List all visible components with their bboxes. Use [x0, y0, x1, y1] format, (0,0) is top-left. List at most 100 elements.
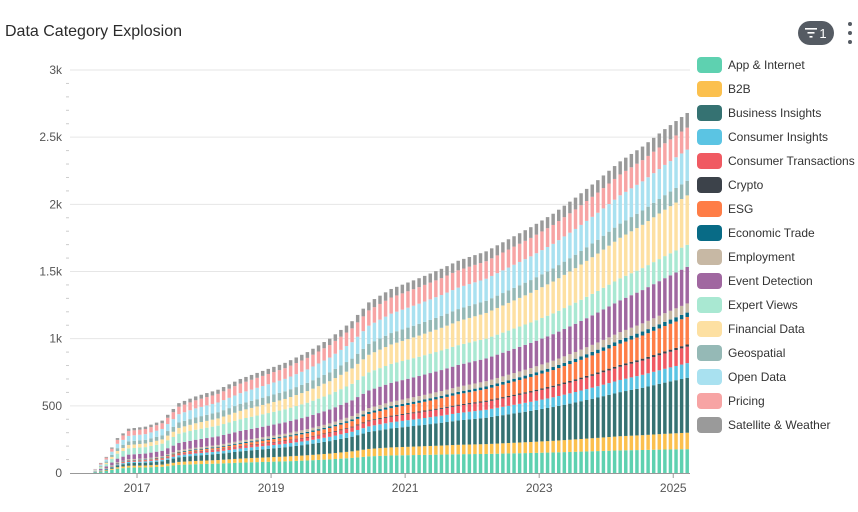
- bar-segment: [579, 349, 583, 357]
- bar-segment: [283, 433, 287, 437]
- legend-item[interactable]: Crypto: [697, 173, 855, 197]
- chart-legend: App & Internet B2B Business Insights Consum…: [697, 53, 855, 437]
- bar-segment: [663, 143, 667, 165]
- bar-segment: [495, 255, 500, 274]
- bar-segment: [283, 409, 287, 423]
- bar-segment: [350, 457, 354, 473]
- more-options-icon[interactable]: [845, 22, 855, 44]
- bar-segment: [272, 424, 276, 436]
- bar-segment: [573, 197, 578, 210]
- bar-segment: [439, 445, 444, 455]
- bar-segment: [350, 342, 354, 359]
- bar-segment: [439, 315, 444, 328]
- bar-segment: [596, 386, 600, 398]
- bar-segment: [115, 458, 120, 463]
- bar-segment: [568, 213, 572, 233]
- bar-segment: [428, 398, 433, 401]
- legend-item[interactable]: Consumer Insights: [697, 125, 855, 149]
- bar-segment: [389, 401, 393, 407]
- legend-item[interactable]: B2B: [697, 77, 855, 101]
- bar-segment: [456, 405, 460, 414]
- bar-segment: [154, 444, 159, 452]
- bar-segment: [663, 164, 667, 196]
- bar-segment: [411, 397, 416, 402]
- bar-segment: [233, 462, 237, 473]
- legend-item[interactable]: Geospatial: [697, 341, 855, 365]
- bar-segment: [568, 380, 572, 383]
- bar-segment: [579, 356, 583, 360]
- legend-item[interactable]: Satellite & Weather: [697, 413, 855, 437]
- bar-segment: [98, 467, 103, 469]
- bar-segment: [110, 469, 114, 473]
- bar-segment: [456, 287, 460, 310]
- bar-segment: [679, 364, 684, 379]
- bar-segment: [166, 431, 170, 436]
- bar-segment: [132, 430, 136, 436]
- bar-segment: [540, 287, 544, 318]
- legend-label: App & Internet: [728, 58, 805, 72]
- bar-segment: [467, 317, 472, 343]
- legend-item[interactable]: ESG: [697, 197, 855, 221]
- legend-item[interactable]: Pricing: [697, 389, 855, 413]
- bar-segment: [545, 387, 550, 389]
- bar-segment: [205, 405, 209, 415]
- bar-segment: [523, 378, 527, 393]
- legend-item[interactable]: Employment: [697, 245, 855, 269]
- legend-item[interactable]: Economic Trade: [697, 221, 855, 245]
- bar-segment: [607, 450, 611, 473]
- bar-segment: [434, 408, 438, 410]
- bar-segment: [171, 412, 176, 420]
- bar-segment: [612, 227, 617, 242]
- legend-item[interactable]: Open Data: [697, 365, 855, 389]
- bar-segment: [350, 451, 354, 458]
- bar-segment: [322, 434, 326, 438]
- legend-item[interactable]: Event Detection: [697, 269, 855, 293]
- bar-segment: [383, 384, 388, 404]
- legend-item[interactable]: Business Insights: [697, 101, 855, 125]
- bar-segment: [372, 299, 377, 308]
- bar-segment: [545, 452, 550, 473]
- legend-item[interactable]: Expert Views: [697, 293, 855, 317]
- bar-segment: [629, 377, 634, 390]
- bar-segment: [596, 342, 600, 350]
- bar-segment: [233, 406, 237, 413]
- bar-segment: [495, 334, 500, 355]
- bar-segment: [238, 458, 243, 463]
- bar-segment: [540, 399, 544, 409]
- bar-segment: [506, 330, 511, 351]
- bar-segment: [428, 319, 433, 332]
- bar-segment: [434, 352, 438, 372]
- bar-segment: [596, 374, 600, 387]
- bar-segment: [573, 323, 578, 352]
- filter-button[interactable]: 1: [798, 21, 834, 45]
- bar-segment: [551, 397, 555, 408]
- bar-segment: [663, 351, 667, 354]
- legend-item[interactable]: App & Internet: [697, 53, 855, 77]
- bar-segment: [439, 408, 444, 416]
- bar-segment: [618, 436, 622, 451]
- legend-item[interactable]: Financial Data: [697, 317, 855, 341]
- bar-segment: [462, 419, 466, 445]
- bar-segment: [154, 467, 159, 473]
- bar-segment: [417, 396, 421, 401]
- bar-segment: [266, 439, 271, 443]
- bar-segment: [406, 413, 410, 415]
- bar-segment: [601, 309, 606, 340]
- bar-segment: [177, 443, 181, 451]
- bar-segment: [417, 356, 421, 377]
- bar-segment: [221, 424, 226, 435]
- bar-segment: [311, 431, 315, 436]
- bar-segment: [579, 205, 583, 225]
- bar-segment: [674, 350, 678, 366]
- legend-item[interactable]: Consumer Transactions: [697, 149, 855, 173]
- bar-segment: [171, 454, 176, 456]
- bar-segment: [646, 221, 650, 266]
- bar-segment: [149, 424, 153, 428]
- bar-segment: [266, 403, 271, 414]
- bar-segment: [367, 310, 371, 326]
- bar-segment: [579, 401, 583, 439]
- bar-segment: [584, 451, 589, 473]
- bar-segment: [506, 397, 511, 406]
- bar-segment: [182, 451, 187, 453]
- bar-segment: [333, 435, 338, 441]
